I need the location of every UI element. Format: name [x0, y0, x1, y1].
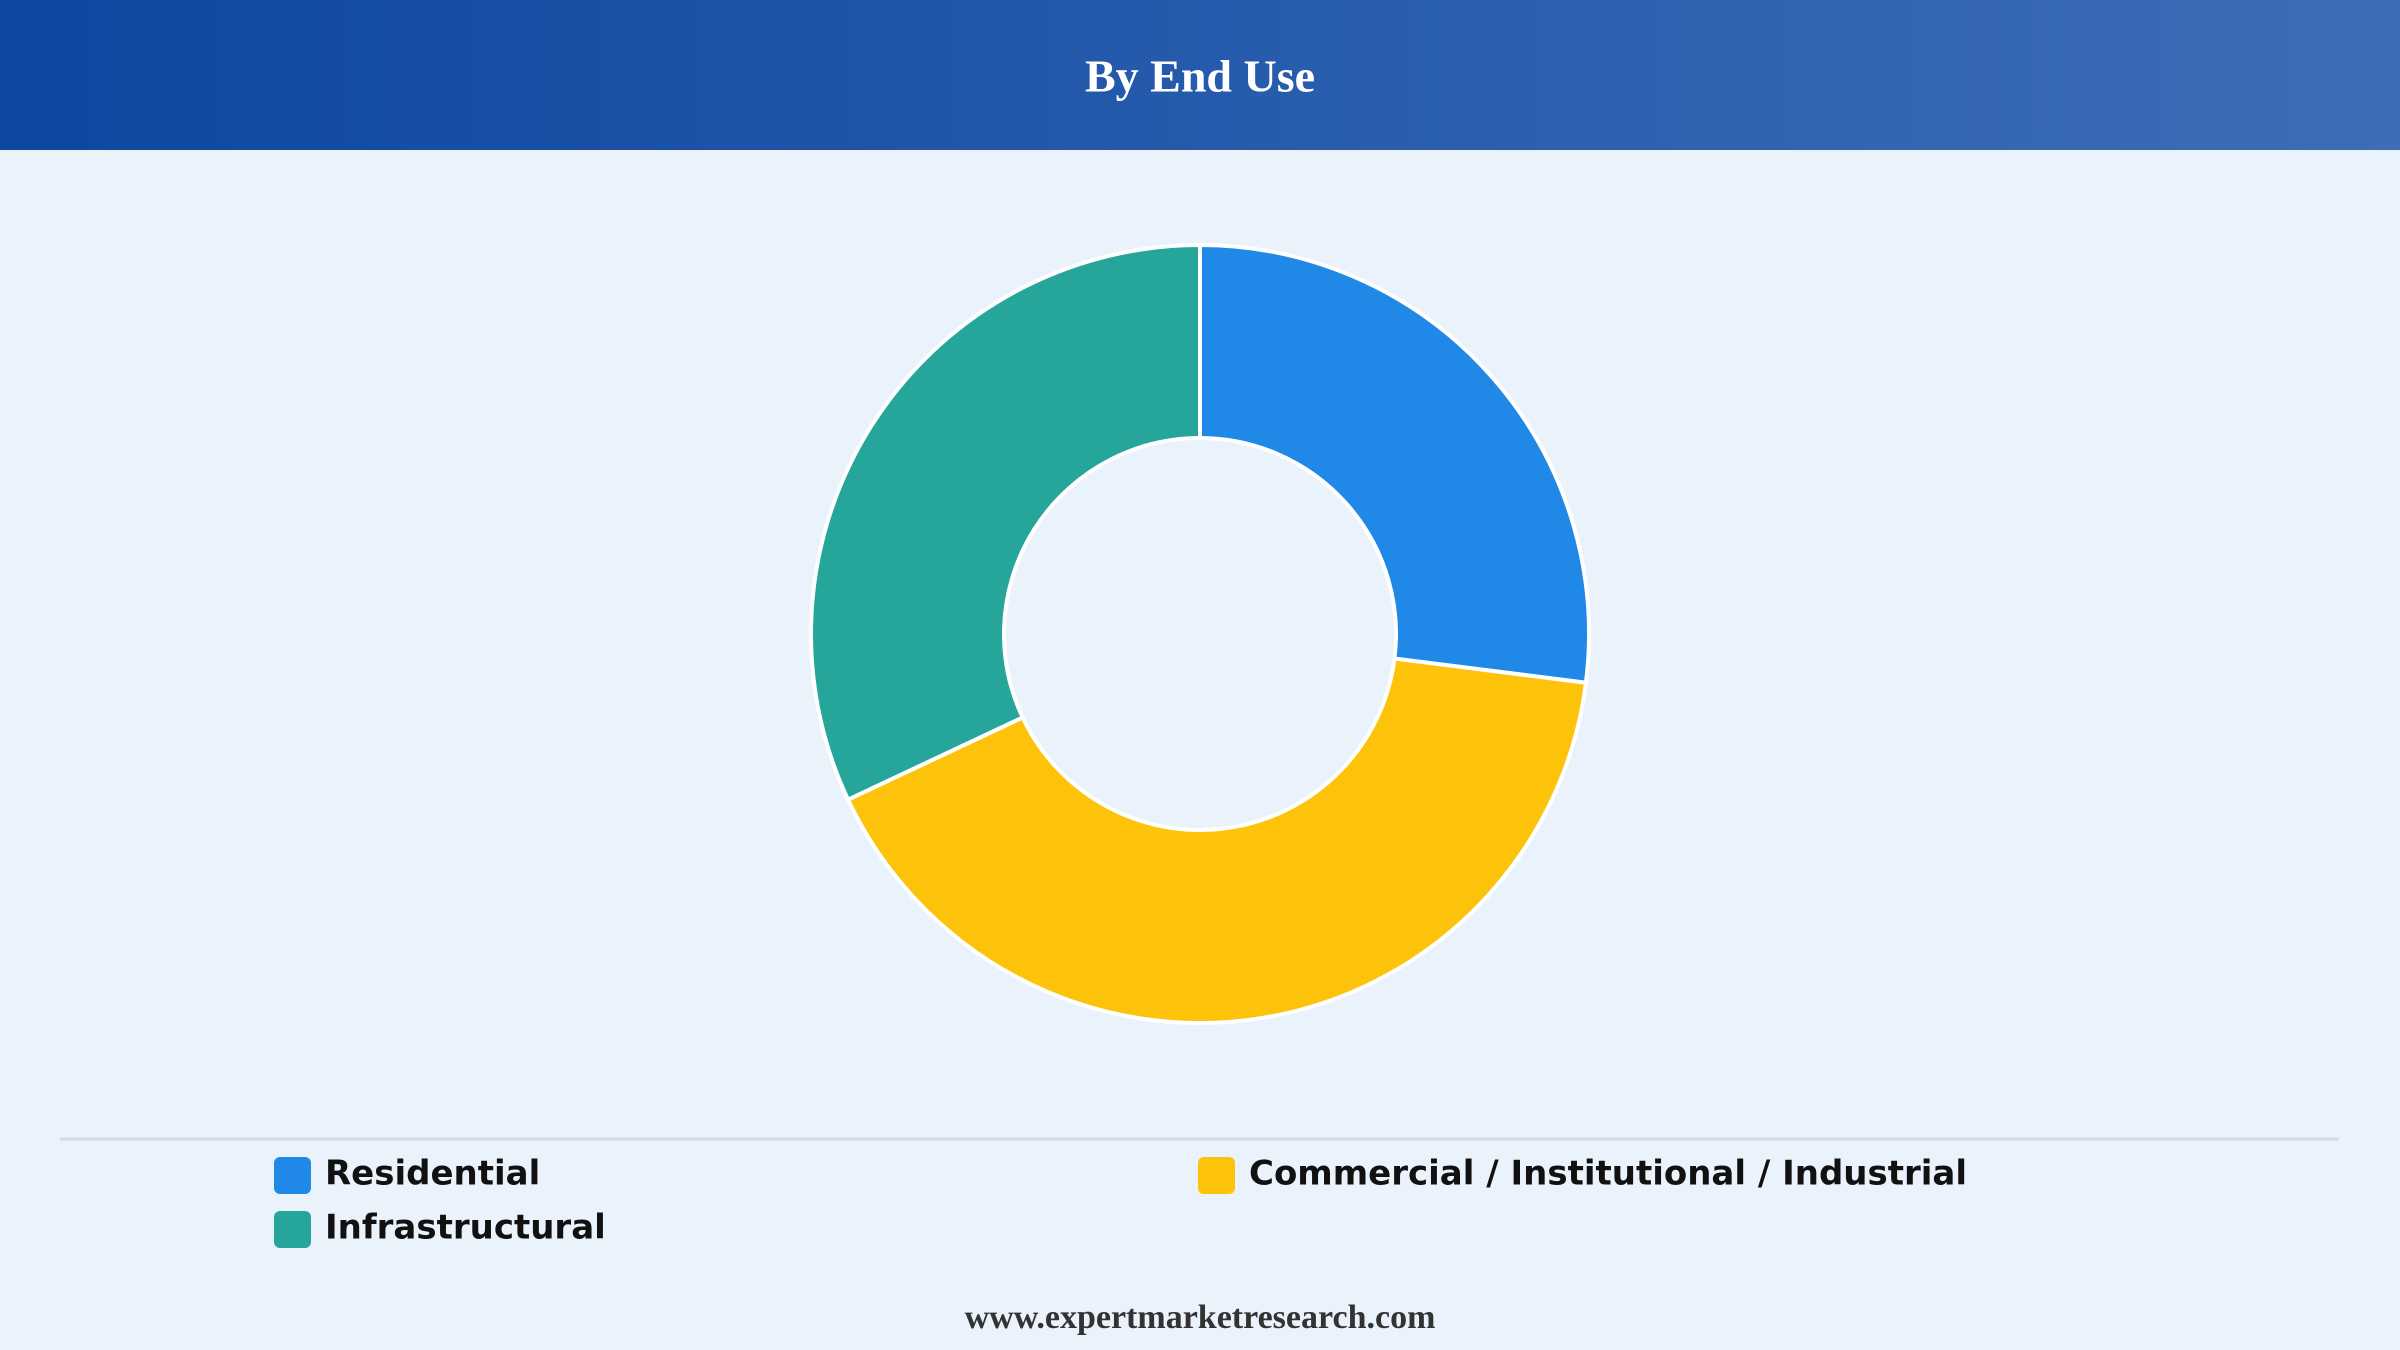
legend-swatch	[274, 1157, 311, 1194]
legend-swatch	[1198, 1157, 1235, 1194]
header-bar	[0, 0, 2400, 150]
donut-slice	[845, 656, 1589, 1025]
legend-label: Residential	[325, 1154, 540, 1194]
legend-swatch	[274, 1211, 311, 1248]
footer-url: www.expertmarketresearch.com	[965, 1299, 1436, 1336]
donut-slice	[1198, 242, 1591, 685]
donut-slice	[809, 242, 1202, 803]
chart-title: By End Use	[1085, 51, 1315, 102]
legend-label: Infrastructural	[325, 1208, 606, 1248]
legend-label: Commercial / Institutional / Industrial	[1249, 1154, 1967, 1194]
